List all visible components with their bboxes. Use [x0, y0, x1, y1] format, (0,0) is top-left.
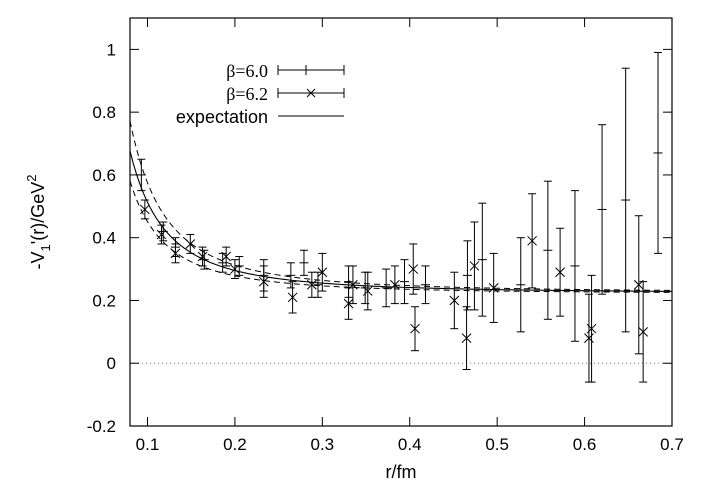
legend-label-expectation: expectation [176, 107, 268, 127]
data-point-beta-6-2 [156, 224, 167, 245]
y-tick-label: 0.4 [92, 229, 116, 248]
cross-marker [156, 229, 167, 240]
cross-marker [317, 267, 328, 278]
data-point-beta-6-2 [185, 234, 196, 254]
x-tick-label: 0.4 [398, 435, 422, 454]
cross-marker [230, 264, 240, 274]
legend-marker-beta-6-0 [277, 65, 345, 75]
data-point-beta-6-0 [299, 249, 309, 276]
cross-marker [555, 267, 565, 278]
data-point-beta-6-2 [410, 306, 420, 352]
expectation-band-layer [129, 120, 673, 293]
cross-marker [408, 264, 419, 274]
data-point-beta-6-2 [258, 265, 269, 298]
cross-marker [488, 283, 499, 293]
data-point-beta-6-0 [234, 256, 244, 276]
cross-marker [170, 248, 181, 259]
x-tick-label: 0.5 [485, 435, 509, 454]
legend-label-beta-6-2: β=6.2 [226, 84, 268, 104]
data-point-beta-6-0 [399, 259, 409, 305]
legend: β=6.0 β=6.2 expectation [176, 61, 345, 127]
cross-marker [390, 279, 400, 290]
axis-ticks-layer: 0.1 0.2 0.3 0.4 0.5 0.6 0.7 -0.2 0 0.2 0.4 0.6 0.8 1 [87, 18, 684, 454]
cross-marker [410, 323, 420, 334]
data-point-beta-6-0 [420, 265, 430, 305]
cross-marker [469, 261, 480, 271]
data-point-beta-6-2 [527, 193, 537, 289]
cross-marker [362, 286, 373, 296]
data-point-beta-6-2 [461, 306, 472, 371]
cross-marker [258, 276, 269, 287]
data-point-beta-6-2 [197, 246, 208, 267]
data-point-beta-6-2 [390, 265, 400, 305]
y-tick-label: 1 [107, 40, 116, 59]
y-tick-label: 0.2 [92, 291, 116, 310]
data-point-beta-6-0 [543, 180, 553, 320]
x-tick-label: 0.1 [136, 435, 160, 454]
data-point-beta-6-2 [586, 274, 597, 383]
data-point-beta-6-0 [597, 124, 607, 295]
cross-marker [348, 279, 358, 290]
data-point-beta-6-2 [306, 271, 317, 298]
data-point-beta-6-2 [488, 252, 499, 323]
x-tick-label: 0.6 [573, 435, 597, 454]
data-point-beta-6-0 [653, 52, 663, 254]
data-point-beta-6-2 [469, 221, 480, 311]
data-point-beta-6-2 [287, 281, 298, 314]
data-point-beta-6-2 [362, 271, 373, 311]
x-axis-label: r/fm [386, 462, 417, 482]
data-point-beta-6-0 [381, 268, 391, 308]
data-point-beta-6-2 [555, 227, 565, 317]
data-point-beta-6-2 [230, 259, 240, 279]
y-tick-label: 0.6 [92, 166, 116, 185]
data-point-beta-6-2 [317, 252, 328, 292]
cross-marker [287, 292, 298, 303]
y-tick-label: 0 [107, 354, 116, 373]
data-point-beta-6-2 [638, 281, 649, 383]
cross-marker [221, 251, 232, 262]
data-point-beta-6-2 [140, 199, 150, 220]
data-point-beta-6-2 [343, 287, 354, 320]
plot-frame [129, 17, 673, 427]
data-point-beta-6-0 [516, 237, 526, 333]
x-tick-label: 0.7 [660, 435, 684, 454]
cross-marker [306, 279, 317, 290]
data-points-layer [136, 52, 663, 383]
data-point-beta-6-0 [136, 158, 146, 192]
legend-label-beta-6-0: β=6.0 [226, 61, 268, 81]
cross-marker [527, 235, 537, 246]
cross-marker [461, 333, 472, 343]
data-point-beta-6-2 [449, 271, 460, 330]
legend-marker-beta-6-2 [277, 88, 345, 98]
x-tick-label: 0.2 [223, 435, 247, 454]
expectation-curve [129, 150, 673, 292]
data-point-beta-6-0 [286, 262, 296, 289]
data-point-beta-6-2 [221, 246, 232, 267]
data-point-beta-6-2 [348, 265, 358, 305]
y-tick-label: -0.2 [87, 417, 116, 436]
cross-marker [449, 295, 460, 306]
expectation-curve-layer [129, 150, 673, 292]
cross-marker [197, 251, 208, 262]
expectation-band-upper [129, 120, 673, 291]
cross-marker [185, 239, 196, 249]
cross-marker [343, 298, 354, 309]
y-tick-label: 0.8 [92, 103, 116, 122]
y-axis-label: -V1'(r)/GeV2 [24, 175, 53, 270]
data-point-beta-6-0 [477, 202, 487, 317]
data-point-beta-6-0 [621, 67, 631, 333]
data-point-beta-6-2 [408, 243, 419, 295]
data-point-beta-6-0 [462, 240, 472, 311]
data-point-beta-6-2 [170, 243, 181, 264]
cross-marker [140, 204, 150, 215]
x-tick-label: 0.3 [311, 435, 335, 454]
cross-marker [638, 326, 649, 337]
data-point-beta-6-2 [584, 293, 594, 383]
data-point-beta-6-0 [570, 190, 580, 342]
cross-marker [586, 323, 597, 334]
